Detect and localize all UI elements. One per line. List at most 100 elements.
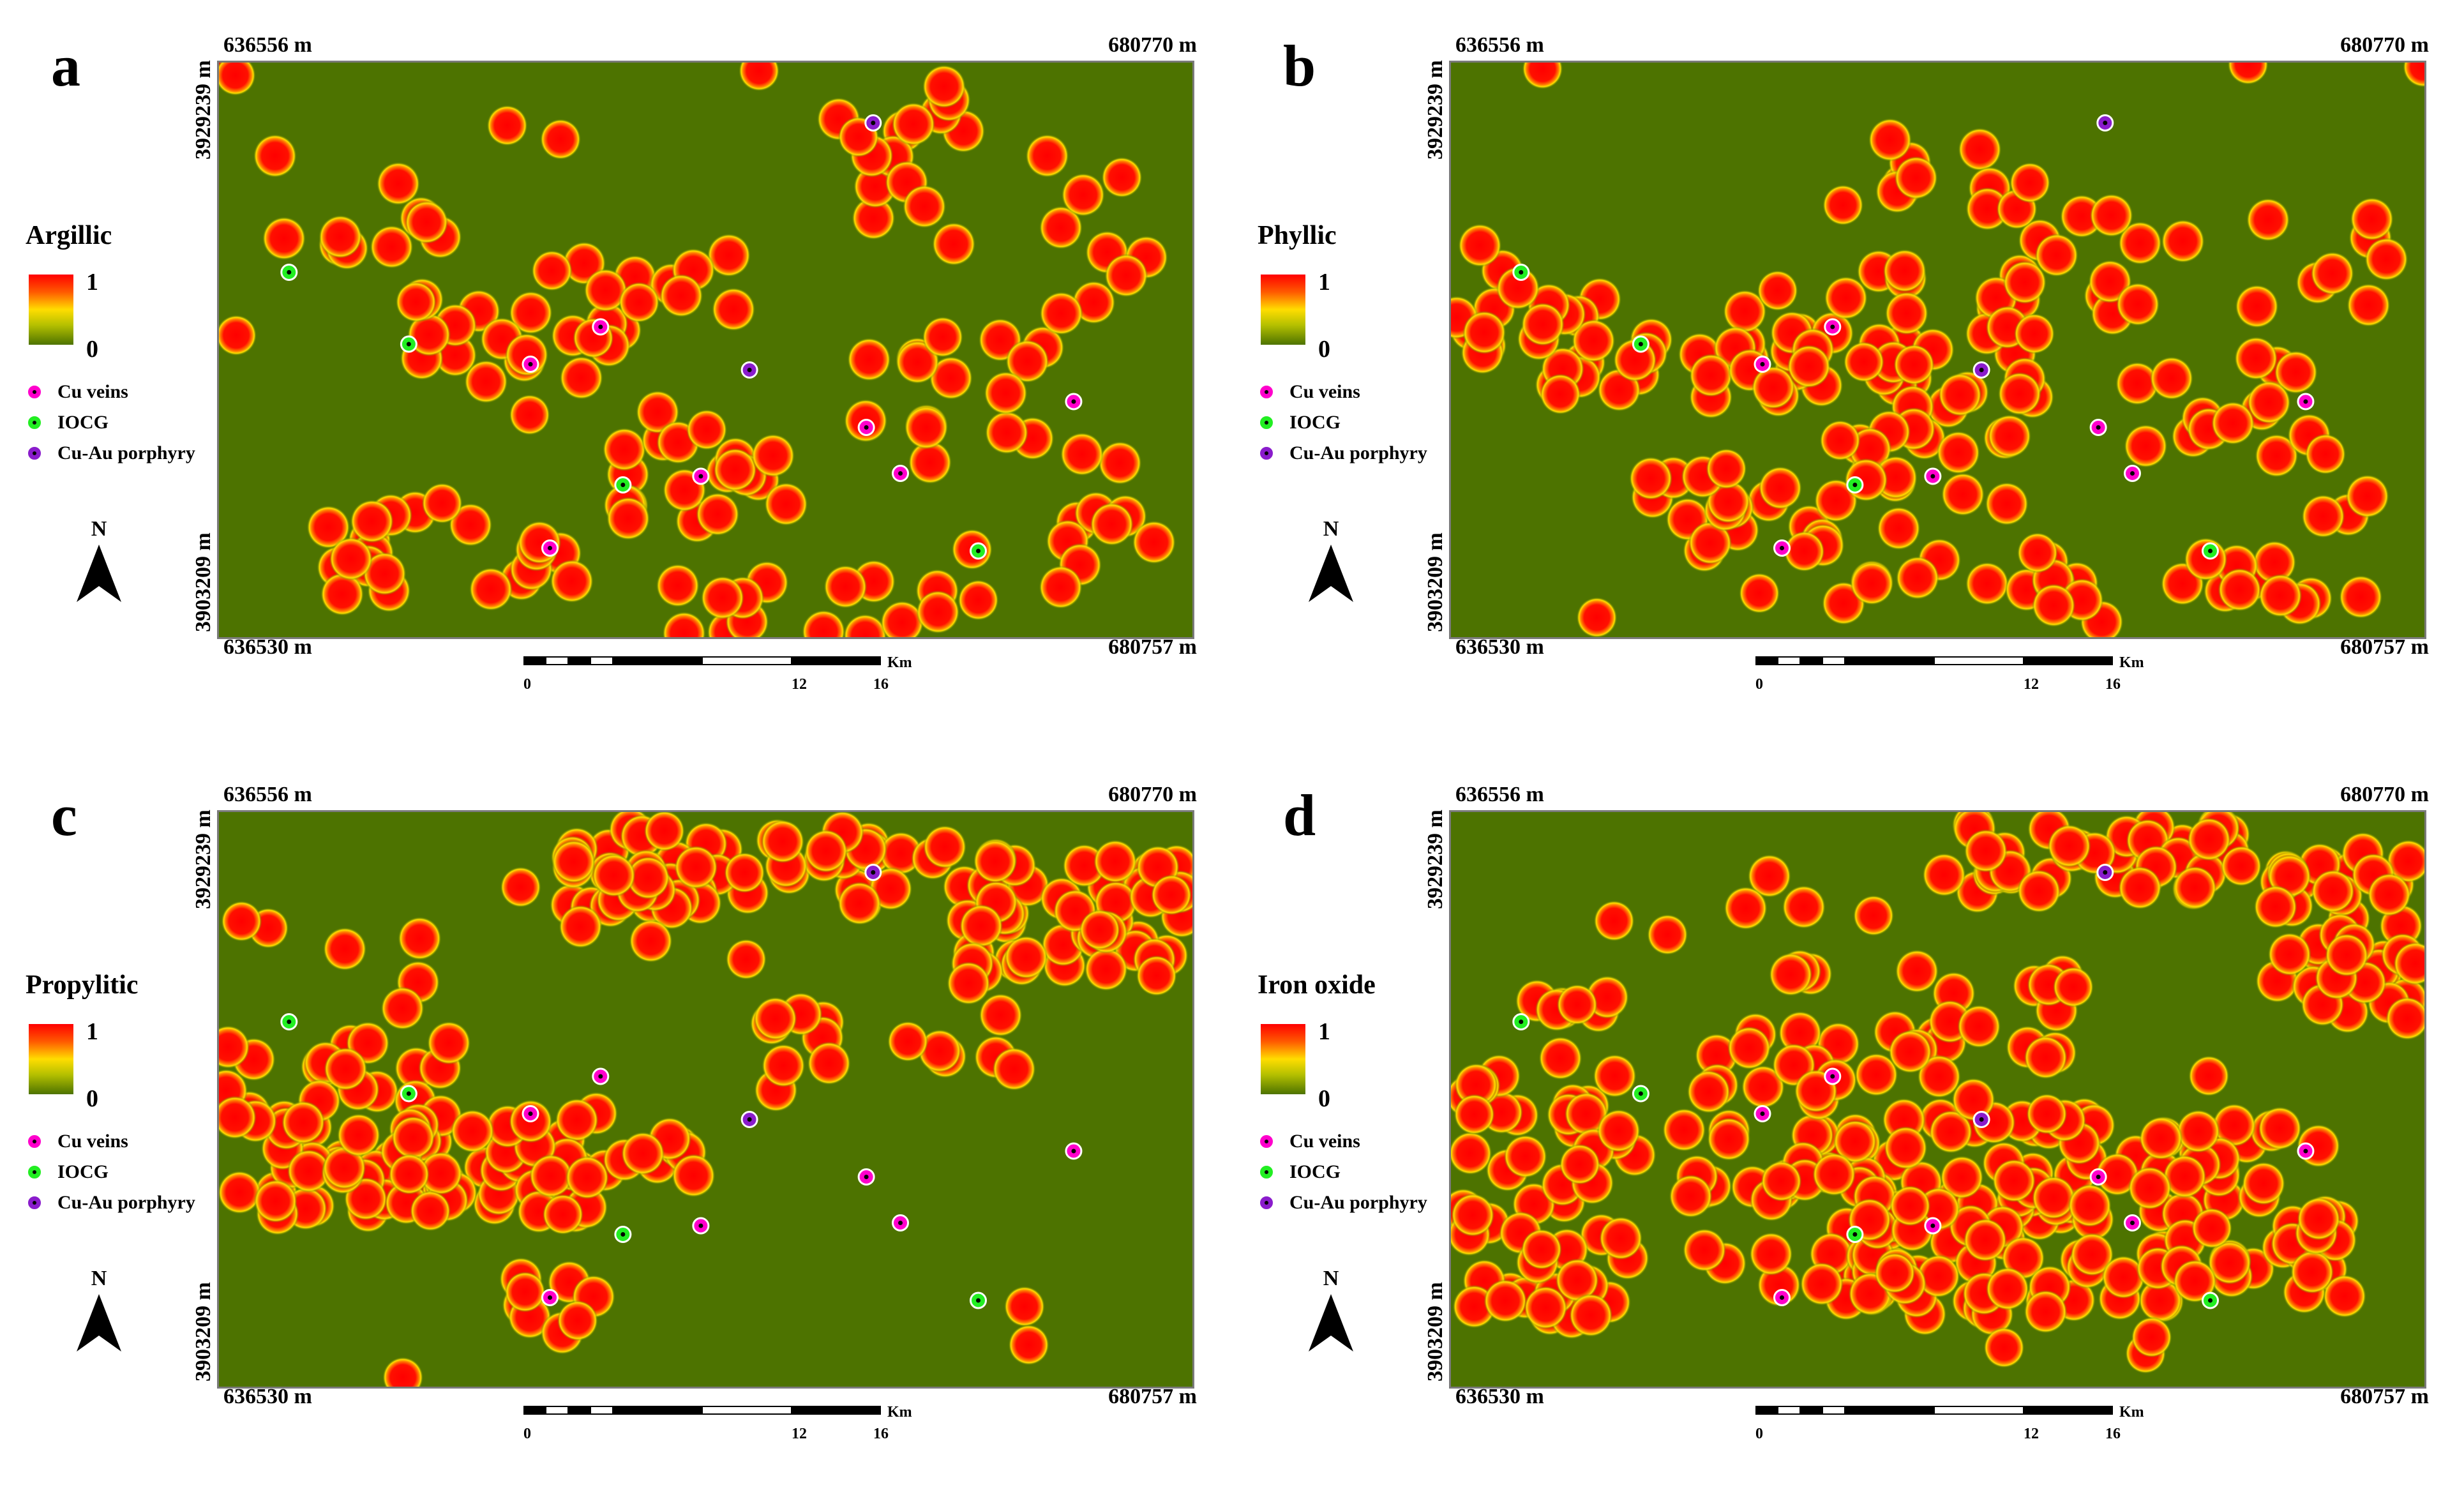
- anomaly-blob: [1669, 1174, 1713, 1218]
- anomaly-blob: [707, 233, 751, 277]
- coordinate-label-left-top: 3929239 m: [1424, 60, 1447, 160]
- site-legend-label: Cu-Au porphyry: [57, 1192, 195, 1213]
- anomaly-blob: [395, 281, 437, 322]
- coordinate-label-bottom-left: 636530 m: [223, 635, 312, 659]
- coordinate-label-bottom-right: 680757 m: [2340, 635, 2429, 659]
- north-arrow: N: [73, 1267, 124, 1358]
- panel-letter: c: [51, 783, 77, 848]
- coordinate-label-bottom-right: 680757 m: [1108, 1385, 1197, 1408]
- anomaly-blob: [659, 274, 703, 318]
- anomaly-blob: [916, 590, 960, 634]
- anomaly-blob: [464, 359, 508, 403]
- anomaly-blob: [253, 1179, 297, 1223]
- anomaly-blob: [1778, 1011, 1822, 1055]
- anomaly-blob: [2115, 361, 2160, 405]
- scale-tick-label: 16: [2105, 1426, 2121, 1442]
- anomaly-blob: [1751, 366, 1795, 410]
- anomaly-blob: [1822, 185, 1864, 226]
- site-marker-icon: [1259, 1164, 1274, 1180]
- anomaly-blob: [529, 1154, 573, 1198]
- anomaly-blob: [559, 356, 603, 400]
- map-canvas: [1451, 812, 2424, 1387]
- anomaly-blob: [336, 1113, 380, 1157]
- anomaly-blob: [1707, 1117, 1751, 1161]
- anomaly-blob: [451, 1109, 495, 1153]
- map-canvas: [219, 812, 1192, 1387]
- anomaly-blob: [908, 441, 952, 485]
- anomaly-blob: [2339, 575, 2383, 619]
- site-marker: [1824, 1067, 1842, 1085]
- anomaly-blob: [1503, 1134, 1547, 1179]
- anomaly-blob: [1916, 1254, 1960, 1298]
- anomaly-blob: [363, 552, 407, 596]
- anomaly-blob: [287, 1149, 331, 1193]
- map-panel-d: d 636556 m 680770 m 636530 m 680757 m 3929239…: [1232, 750, 2464, 1499]
- site-marker: [892, 1214, 909, 1232]
- anomaly-blob: [761, 820, 805, 864]
- north-label: N: [1323, 1267, 1339, 1290]
- anomaly-blob: [1963, 1218, 2007, 1262]
- anomaly-blob: [2187, 817, 2231, 861]
- coordinate-label-top-right: 680770 m: [2340, 783, 2429, 806]
- anomaly-blob: [1843, 341, 1884, 382]
- site-marker: [1824, 318, 1842, 336]
- anomaly-blob: [1596, 1109, 1641, 1153]
- site-marker-icon: [1259, 415, 1274, 430]
- anomaly-blob: [1965, 562, 2009, 606]
- anomaly-blob: [2247, 380, 2291, 425]
- anomaly-blob: [1572, 319, 1616, 363]
- coordinate-label-top-left: 636556 m: [223, 783, 312, 806]
- anomaly-blob: [2024, 1036, 2068, 1080]
- anomaly-blob: [1136, 955, 1177, 997]
- anomaly-blob: [542, 1194, 583, 1235]
- anomaly-blob: [253, 134, 297, 178]
- anomaly-blob: [2227, 63, 2269, 85]
- anomaly-blob: [2068, 1184, 2112, 1228]
- anomaly-blob: [2235, 284, 2279, 328]
- site-marker: [864, 864, 882, 881]
- site-legend-label: IOCG: [1289, 1161, 1341, 1182]
- anomaly-blob: [2118, 221, 2162, 265]
- anomaly-blob: [2297, 1197, 2341, 1241]
- site-marker: [857, 1168, 875, 1186]
- anomaly-blob: [992, 1047, 1036, 1091]
- site-legend-item: IOCG: [1258, 1157, 1427, 1187]
- coordinate-label-bottom-left: 636530 m: [1455, 1385, 1544, 1408]
- coordinate-label-bottom-left: 636530 m: [223, 1385, 312, 1408]
- site-legend-label: Cu veins: [57, 381, 128, 402]
- anomaly-blob: [2124, 424, 2168, 468]
- anomaly-blob: [1686, 1070, 1731, 1114]
- anomaly-blob: [1988, 414, 2032, 458]
- anomaly-blob: [619, 282, 660, 323]
- anomaly-blob: [2274, 350, 2318, 395]
- anomaly-blob: [1706, 448, 1747, 490]
- anomaly-blob: [219, 315, 257, 356]
- anomaly-blob: [606, 497, 650, 541]
- anomaly-blob: [1521, 302, 1565, 346]
- anomaly-blob: [2325, 933, 2369, 977]
- coordinate-label-left-bottom: 3903209 m: [1424, 1282, 1447, 1382]
- anomaly-blob: [1922, 853, 1966, 897]
- anomaly-blob: [724, 852, 765, 893]
- anomaly-blob: [504, 1271, 546, 1313]
- scale-bar: 0 12 16 Km: [523, 1404, 912, 1455]
- anomaly-blob: [382, 1357, 424, 1387]
- anomaly-blob: [2258, 1106, 2302, 1150]
- site-marker-icon: [1259, 384, 1274, 400]
- anomaly-blob: [323, 927, 367, 971]
- anomaly-blob: [973, 840, 1017, 884]
- anomaly-blob: [2163, 1154, 2207, 1198]
- scale-bar: 0 12 16 Km: [1755, 654, 2144, 705]
- site-legend-item: Cu-Au porphyry: [26, 438, 195, 469]
- site-marker: [522, 1105, 539, 1122]
- panel-letter: d: [1283, 783, 1316, 848]
- anomaly-blob: [565, 1156, 609, 1200]
- ramp-min-label: 0: [1318, 1085, 1330, 1112]
- site-marker: [592, 318, 610, 336]
- site-marker: [1754, 356, 1771, 373]
- alteration-map: [1449, 61, 2426, 639]
- site-marker: [857, 419, 875, 436]
- anomaly-blob: [2118, 866, 2162, 910]
- anomaly-blob: [918, 1029, 962, 1073]
- map-canvas: [219, 63, 1192, 637]
